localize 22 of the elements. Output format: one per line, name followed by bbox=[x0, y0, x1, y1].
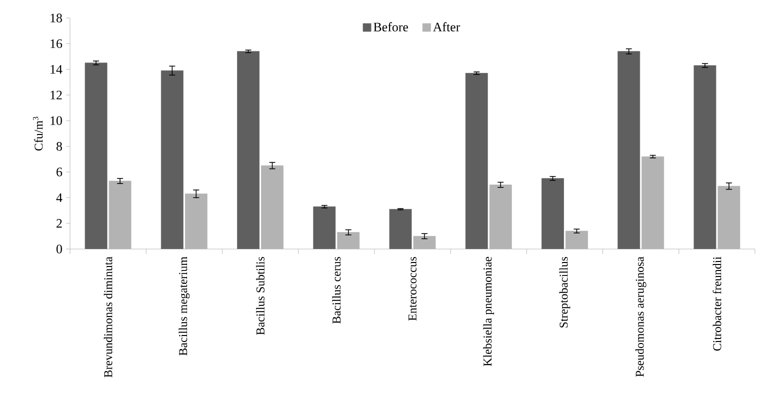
y-tick-label: 16 bbox=[50, 39, 62, 48]
x-tick-label: Pseudomonas aeruginosa bbox=[635, 256, 646, 377]
x-tick-label: Citrobacter freundii bbox=[712, 256, 722, 351]
y-tick-label: 2 bbox=[56, 219, 62, 228]
x-tick-label: Bacillus cerus bbox=[332, 256, 341, 324]
y-tick-label: 18 bbox=[50, 14, 62, 22]
y-tick-label: 12 bbox=[50, 90, 62, 100]
legend-label: Before bbox=[374, 22, 408, 32]
x-tick-label: Bacillus Subtilis bbox=[256, 256, 264, 335]
x-tick-label: Brevundimonas diminuta bbox=[104, 256, 112, 378]
y-axis-title: Cfu/m$^{3}$ bbox=[32, 116, 43, 151]
x-tick-label: Streptobacillus bbox=[559, 256, 570, 328]
x-tick-label: Enterococcus bbox=[408, 256, 416, 321]
x-tick-label: Bacillus megaterium bbox=[178, 256, 190, 356]
y-tick-label: 14 bbox=[50, 65, 62, 74]
x-tick-label: Klebsiella pneumoniae bbox=[483, 256, 494, 366]
y-tick-label: 8 bbox=[56, 142, 62, 151]
y-tick-label: 4 bbox=[56, 193, 62, 202]
y-tick-label: 6 bbox=[56, 168, 62, 176]
y-tick-label: 10 bbox=[50, 116, 62, 126]
legend-label: After bbox=[432, 22, 460, 32]
y-tick-label: 0 bbox=[56, 244, 62, 254]
